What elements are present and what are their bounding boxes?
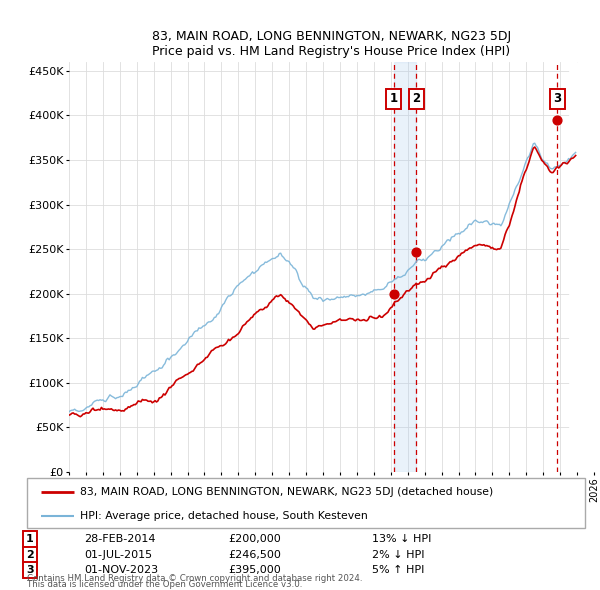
Text: Contains HM Land Registry data © Crown copyright and database right 2024.: Contains HM Land Registry data © Crown c… <box>27 574 362 583</box>
Bar <box>394 62 416 472</box>
Text: 3: 3 <box>553 93 562 106</box>
Text: 2: 2 <box>26 550 34 560</box>
Text: £395,000: £395,000 <box>228 565 281 575</box>
Point <box>389 289 398 299</box>
Text: 2% ↓ HPI: 2% ↓ HPI <box>372 550 425 560</box>
Text: 83, MAIN ROAD, LONG BENNINGTON, NEWARK, NG23 5DJ (detached house): 83, MAIN ROAD, LONG BENNINGTON, NEWARK, … <box>80 487 493 497</box>
Text: 01-JUL-2015: 01-JUL-2015 <box>84 550 152 560</box>
Text: 01-NOV-2023: 01-NOV-2023 <box>84 565 158 575</box>
Bar <box>569 62 600 472</box>
Text: 5% ↑ HPI: 5% ↑ HPI <box>372 565 424 575</box>
Text: £246,500: £246,500 <box>228 550 281 560</box>
Point <box>412 248 421 257</box>
Text: This data is licensed under the Open Government Licence v3.0.: This data is licensed under the Open Gov… <box>27 581 302 589</box>
FancyBboxPatch shape <box>27 478 585 528</box>
Text: 13% ↓ HPI: 13% ↓ HPI <box>372 534 431 544</box>
Point <box>553 115 562 124</box>
Text: 2: 2 <box>412 93 420 106</box>
Text: £200,000: £200,000 <box>228 534 281 544</box>
Text: 1: 1 <box>389 93 398 106</box>
Text: HPI: Average price, detached house, South Kesteven: HPI: Average price, detached house, Sout… <box>80 510 368 520</box>
Text: 3: 3 <box>26 565 34 575</box>
Text: 28-FEB-2014: 28-FEB-2014 <box>84 534 155 544</box>
Title: 83, MAIN ROAD, LONG BENNINGTON, NEWARK, NG23 5DJ
Price paid vs. HM Land Registry: 83, MAIN ROAD, LONG BENNINGTON, NEWARK, … <box>152 30 511 58</box>
Text: 1: 1 <box>26 534 34 544</box>
